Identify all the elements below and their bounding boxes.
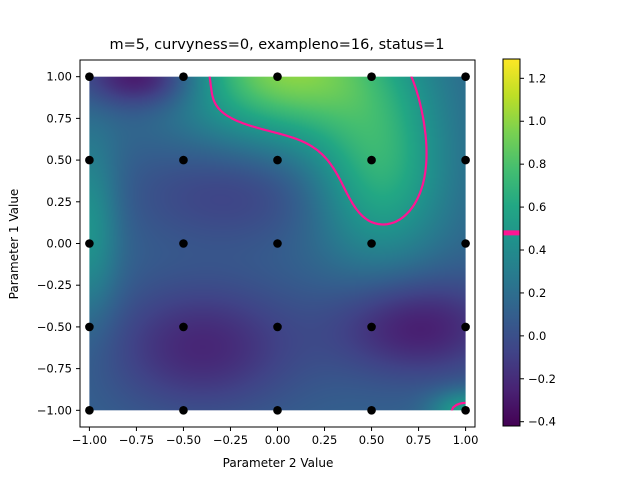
sample-point: [461, 322, 470, 332]
sample-point: [273, 322, 282, 332]
colorbar-tick-label: 1.2: [528, 71, 546, 85]
sample-point: [85, 155, 94, 165]
x-axis-label: Parameter 2 Value: [223, 456, 334, 470]
y-tick-label: −0.25: [37, 278, 72, 292]
y-axis-label: Parameter 1 Value: [7, 189, 21, 300]
plot-area: [79, 59, 476, 428]
sample-point: [461, 72, 470, 81]
y-tick-label: −0.75: [37, 362, 72, 376]
colorbar-tick-label: −0.4: [528, 415, 556, 429]
contour-lines: [208, 76, 466, 411]
sample-point: [461, 155, 470, 165]
y-tick-label: 1.00: [46, 70, 72, 84]
sample-point: [179, 406, 188, 415]
x-tick-label: 1.00: [453, 433, 479, 447]
y-tick-label: 0.00: [46, 237, 72, 251]
sample-point: [179, 322, 188, 332]
sample-point: [367, 406, 376, 415]
sample-point: [85, 406, 94, 415]
x-tick-label: −1.00: [72, 433, 107, 447]
chart-title: m=5, curvyness=0, exampleno=16, status=1: [109, 37, 444, 53]
sample-point: [273, 406, 282, 415]
y-tick-label: −1.00: [37, 403, 72, 417]
colorbar-tick-label: 1.0: [528, 114, 546, 128]
x-tick-label: −0.50: [166, 433, 201, 447]
sample-point: [273, 155, 282, 165]
sample-point: [179, 155, 188, 165]
sample-point: [85, 322, 94, 332]
colorbar-frame: [502, 58, 521, 427]
sample-point: [461, 406, 470, 415]
x-tick-label: 0.75: [406, 433, 432, 447]
colorbar-scale: [503, 59, 520, 426]
sample-point: [367, 239, 376, 248]
sample-point: [85, 239, 94, 248]
colorbar-ticks: 1.2 1.0 0.8 0.6 0.4 0.2 0.0 −0.2 −0.4: [520, 71, 556, 429]
colorbar-tick-label: 0.8: [528, 157, 546, 171]
x-axis: −1.00 −0.75 −0.50 −0.25 0.00 0.25 0.50 0.75 1.00: [72, 427, 479, 447]
sample-point: [367, 322, 376, 332]
colorbar-tick-label: −0.2: [528, 372, 556, 386]
sample-point: [179, 72, 188, 81]
sample-point: [85, 72, 94, 81]
y-axis: 1.00 0.75 0.50 0.25 0.00 −0.25 −0.50 −0.75 −1.00: [37, 70, 80, 417]
y-tick-label: 0.50: [46, 153, 72, 167]
sample-points: [85, 72, 470, 415]
x-tick-label: 0.50: [359, 433, 385, 447]
colorbar-tick-label: 0.2: [528, 286, 546, 300]
y-tick-label: 0.25: [46, 195, 72, 209]
sample-point: [273, 239, 282, 248]
sample-point: [367, 155, 376, 165]
colorbar-tick-label: 0.4: [528, 243, 546, 257]
colorbar: 1.2 1.0 0.8 0.6 0.4 0.2 0.0 −0.2 −0.4: [502, 58, 556, 429]
sample-point: [179, 239, 188, 248]
y-tick-label: 0.75: [46, 111, 72, 125]
y-tick-label: −0.50: [37, 320, 72, 334]
contour-line: [208, 76, 466, 411]
x-tick-label: −0.75: [119, 433, 154, 447]
x-tick-label: 0.00: [265, 433, 291, 447]
sample-point: [461, 239, 470, 248]
x-tick-label: 0.25: [312, 433, 338, 447]
colorbar-tick-label: 0.0: [528, 329, 546, 343]
sample-point: [367, 72, 376, 81]
sample-point: [273, 72, 282, 81]
x-tick-label: −0.25: [213, 433, 248, 447]
colorbar-tick-label: 0.6: [528, 200, 546, 214]
